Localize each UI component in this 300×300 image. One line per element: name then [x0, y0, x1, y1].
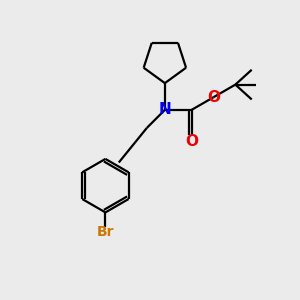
Text: N: N: [158, 102, 171, 117]
Text: O: O: [185, 134, 198, 149]
Text: O: O: [207, 90, 220, 105]
Text: Br: Br: [97, 225, 114, 239]
